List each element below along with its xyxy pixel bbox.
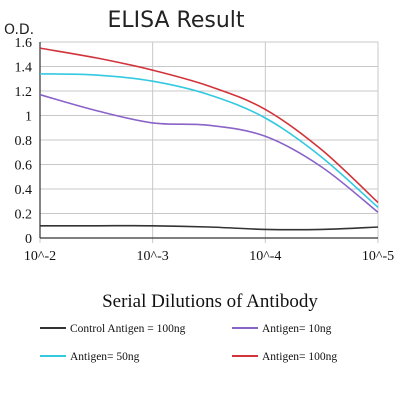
y-tick-label: 0.4 bbox=[15, 183, 33, 198]
axes bbox=[39, 42, 378, 239]
grid bbox=[39, 41, 379, 243]
y-tick-labels: 0 0.2 0.4 0.6 0.8 1 1.2 1.4 1.6 bbox=[15, 36, 33, 247]
legend-label: Control Antigen = 100ng bbox=[70, 323, 186, 335]
y-tick-label: 1.2 bbox=[15, 85, 33, 100]
x-tick-label: 10^-3 bbox=[137, 249, 169, 264]
y-tick-label: 1.4 bbox=[15, 61, 33, 76]
y-axis-label: O.D. bbox=[4, 22, 34, 38]
y-tick-label: 0.6 bbox=[15, 159, 33, 174]
series-line bbox=[39, 73, 379, 208]
x-tick-label: 10^-5 bbox=[362, 249, 394, 264]
x-tick-label: 10^-2 bbox=[24, 249, 56, 264]
legend: Control Antigen = 100ng Antigen= 10ng Anti… bbox=[40, 323, 337, 363]
y-tick-label: 0 bbox=[25, 232, 32, 247]
x-tick-labels: 10^-2 10^-3 10^-4 10^-5 bbox=[24, 249, 394, 264]
y-tick-label: 0.2 bbox=[15, 208, 33, 223]
x-tick-label: 10^-4 bbox=[249, 249, 281, 264]
chart-title: ELISA Result bbox=[107, 8, 244, 33]
series-line bbox=[39, 47, 379, 204]
series-line bbox=[39, 93, 379, 213]
legend-label: Antigen= 50ng bbox=[70, 351, 140, 363]
legend-label: Antigen= 100ng bbox=[262, 351, 337, 363]
y-tick-label: 0.8 bbox=[15, 134, 33, 149]
legend-label: Antigen= 10ng bbox=[262, 323, 332, 335]
x-axis-label: Serial Dilutions of Antibody bbox=[102, 291, 318, 312]
y-tick-label: 1 bbox=[25, 110, 32, 125]
y-tick-label: 1.6 bbox=[15, 36, 33, 51]
series-line bbox=[40, 224, 379, 231]
series-lines bbox=[39, 47, 379, 231]
